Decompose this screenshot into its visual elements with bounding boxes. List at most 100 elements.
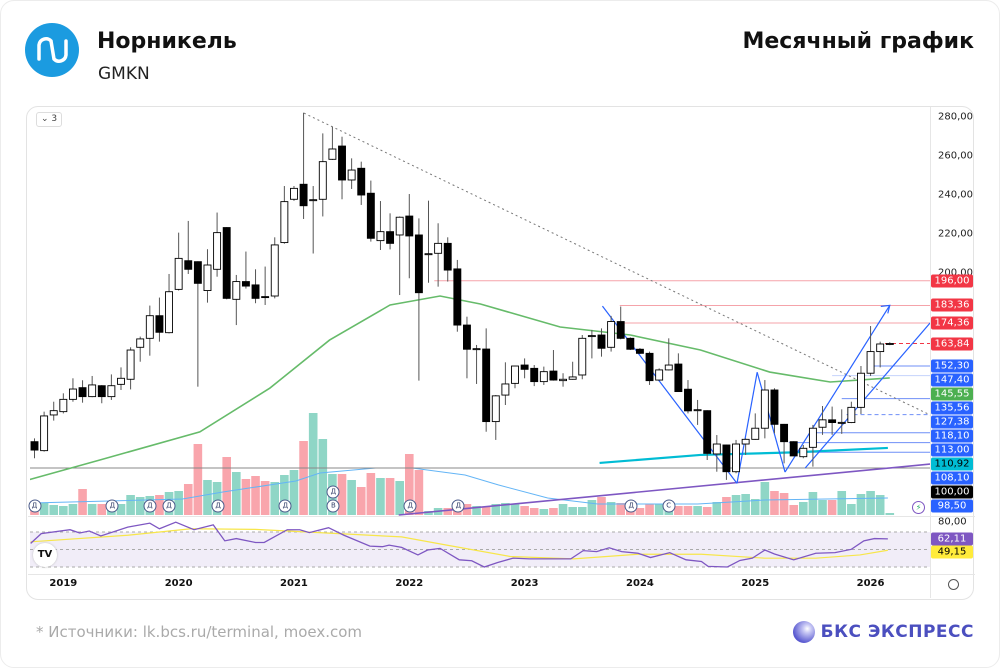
candle xyxy=(395,216,404,296)
candle-body xyxy=(712,443,721,455)
candle-body xyxy=(309,199,318,202)
candle-body xyxy=(539,371,548,383)
volume-bar xyxy=(203,480,212,515)
volume-bar xyxy=(818,500,827,515)
dividend-marker[interactable]: Д xyxy=(403,499,417,513)
logo-mark-icon xyxy=(37,37,68,63)
candle-body xyxy=(165,291,173,334)
dividend-marker[interactable]: Д xyxy=(624,499,638,513)
price-level-label[interactable]: 127,38 xyxy=(931,415,973,429)
dividend-marker[interactable]: Д xyxy=(451,499,465,513)
candle xyxy=(703,410,712,461)
candle-body xyxy=(405,215,414,237)
dividend-marker[interactable]: Д xyxy=(326,485,340,499)
candle xyxy=(107,374,116,400)
candle-body xyxy=(520,364,529,370)
candle-body xyxy=(684,388,692,412)
candle xyxy=(808,424,817,467)
event-lightning-icon[interactable]: ⚡ xyxy=(912,501,925,514)
dividend-marker[interactable]: Д xyxy=(162,499,176,513)
volume-bar xyxy=(539,509,549,515)
event-marker[interactable]: В xyxy=(326,499,340,513)
candle-body xyxy=(828,419,837,424)
candle xyxy=(799,444,808,459)
price-level-label[interactable]: 163,84 xyxy=(931,337,973,350)
price-axis-tick: 200,00 xyxy=(938,267,973,279)
candle-body xyxy=(290,187,298,200)
volume-bar xyxy=(222,457,231,515)
candle xyxy=(117,367,125,390)
candle xyxy=(136,336,145,362)
dividend-marker[interactable]: Д xyxy=(211,499,225,513)
time-axis-label: 2025 xyxy=(741,578,770,589)
candle-body xyxy=(107,385,116,398)
price-level-label[interactable]: 147,40 xyxy=(931,373,973,387)
volume-bar xyxy=(760,482,770,515)
volume-bar xyxy=(827,500,837,515)
dividend-marker[interactable]: Д xyxy=(105,499,119,513)
price-level-label[interactable]: 145,55 xyxy=(931,387,973,401)
candle-body xyxy=(885,343,894,345)
candle xyxy=(597,328,606,357)
candle-body xyxy=(568,376,577,380)
candle-body xyxy=(49,410,58,416)
volume-bar xyxy=(280,475,289,515)
candle xyxy=(376,201,385,250)
price-level-label[interactable]: 100,00 xyxy=(931,485,973,499)
price-level-label[interactable]: 110,92 xyxy=(931,457,973,471)
candle xyxy=(857,366,865,414)
volume-bar xyxy=(568,507,577,515)
dividend-marker[interactable]: Д xyxy=(278,499,292,513)
candle xyxy=(251,269,260,304)
volume-bar xyxy=(347,480,356,515)
candle-body xyxy=(693,409,702,412)
price-level-label[interactable]: 183,36 xyxy=(931,298,973,312)
nornickel-logo xyxy=(25,23,79,77)
candle xyxy=(760,380,769,439)
price-level-label[interactable]: 113,00 xyxy=(931,443,973,457)
volume-bar xyxy=(356,487,366,515)
price-level-label[interactable]: 174,36 xyxy=(931,316,973,330)
candle-body xyxy=(126,349,135,380)
candle-body xyxy=(270,244,279,297)
volume-bar xyxy=(866,491,875,515)
price-level-label[interactable]: 135,56 xyxy=(931,401,973,415)
candle xyxy=(30,438,39,459)
ticker-symbol: GMKN xyxy=(98,64,150,84)
candle xyxy=(539,366,548,385)
dividend-marker[interactable]: Д xyxy=(143,499,157,513)
candle xyxy=(59,393,68,414)
volume-bar xyxy=(683,506,693,515)
candle-body xyxy=(280,201,289,244)
tradingview-logo[interactable]: TV xyxy=(33,543,57,567)
candle xyxy=(155,297,164,342)
candle-body xyxy=(241,281,250,287)
candle-body xyxy=(136,338,145,348)
candle xyxy=(491,395,500,440)
price-level-label[interactable]: 152,30 xyxy=(931,359,973,373)
price-level-label[interactable]: 98,50 xyxy=(931,499,973,513)
candle-body xyxy=(318,161,327,200)
candle-body xyxy=(193,261,202,284)
candle xyxy=(693,399,702,425)
volume-bar xyxy=(97,504,107,515)
dividend-marker[interactable]: Д xyxy=(28,499,41,513)
candle-body xyxy=(40,415,49,452)
candle xyxy=(520,358,529,379)
volume-bar xyxy=(241,479,251,515)
candle xyxy=(587,329,596,359)
candle xyxy=(405,194,414,279)
price-level-label[interactable]: 118,10 xyxy=(931,429,973,443)
volume-bar xyxy=(376,478,385,515)
candle xyxy=(424,200,433,283)
volume-bar xyxy=(654,504,664,515)
candle xyxy=(866,326,875,376)
collapse-indicators-button[interactable]: ⌄ 3 xyxy=(36,112,63,127)
event-marker[interactable]: С xyxy=(662,499,676,513)
volume-bar xyxy=(520,506,529,515)
price-level-label[interactable]: 108,10 xyxy=(931,471,973,485)
settings-gear-icon[interactable] xyxy=(948,579,959,590)
price-level-label[interactable]: 196,00 xyxy=(931,274,973,288)
volume-bar xyxy=(597,497,606,515)
